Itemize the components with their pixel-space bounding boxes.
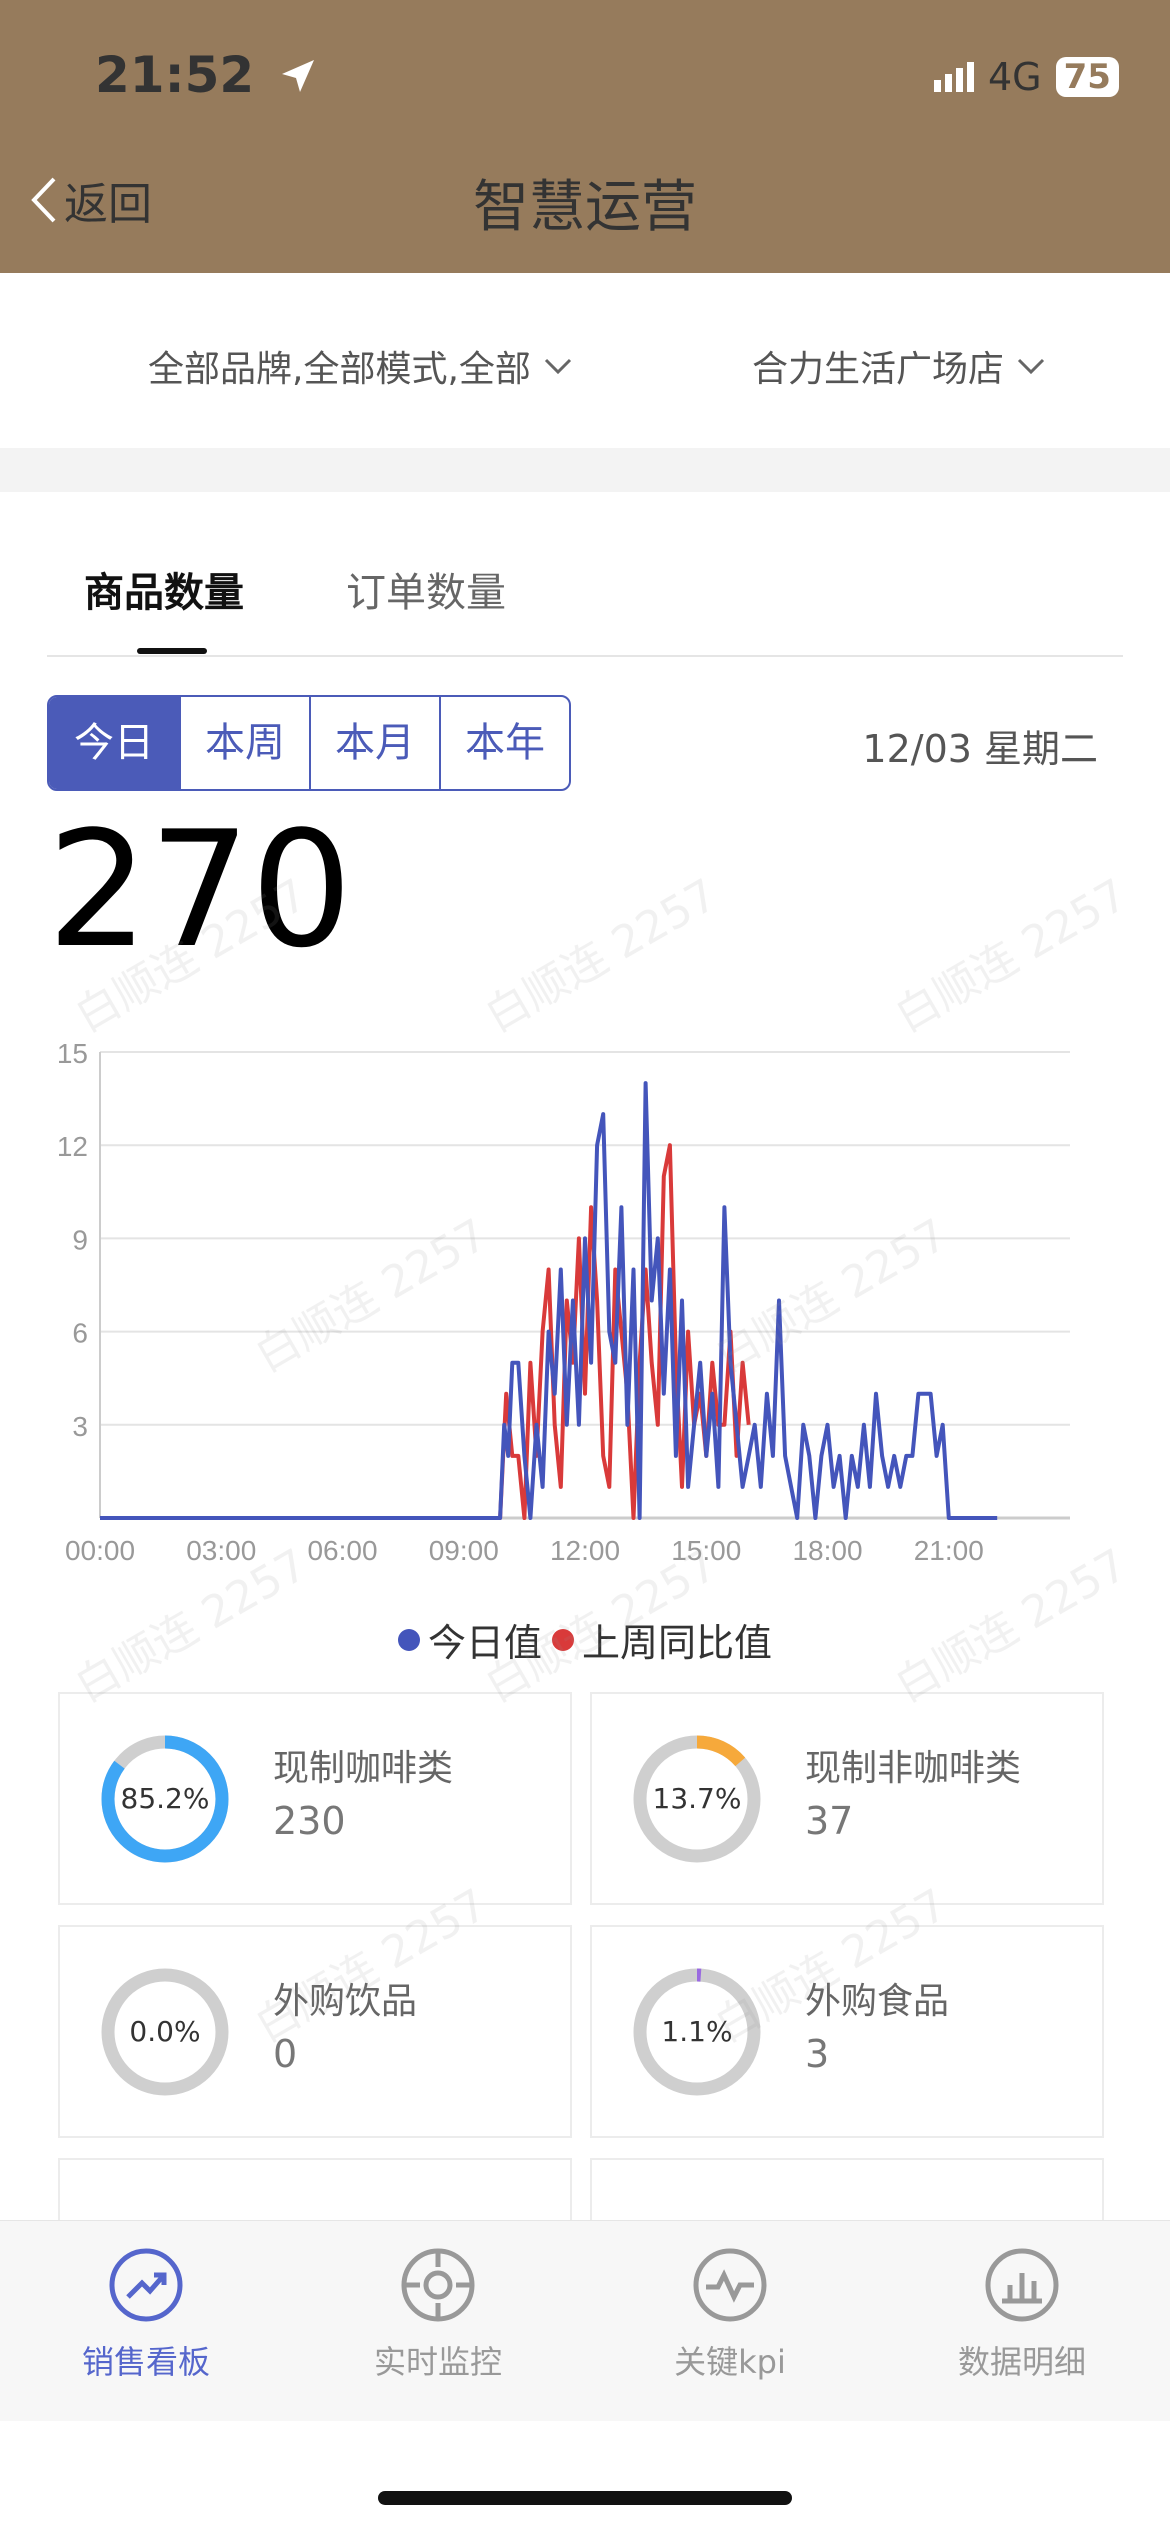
trend-up-icon <box>109 2248 183 2322</box>
back-label: 返回 <box>64 179 152 230</box>
category-count: 230 <box>273 1799 346 1843</box>
period-year[interactable]: 本年 <box>439 697 569 789</box>
tabbar-label: 数据明细 <box>957 2343 1086 2381</box>
filter-bar <box>0 273 1170 448</box>
tabbar-sales-board[interactable]: 销售看板 <box>46 2245 246 2383</box>
store-filter-label: 合力生活广场店 <box>752 349 1005 390</box>
period-month[interactable]: 本月 <box>309 697 439 789</box>
tabbar-data-detail[interactable]: 数据明细 <box>922 2245 1122 2383</box>
page-title: 智慧运营 <box>473 175 697 240</box>
chevron-down-icon <box>544 358 571 375</box>
x-tick-label: 06:00 <box>307 1535 377 1566</box>
category-name: 外购食品 <box>805 1981 950 2022</box>
legend-last-week-dot <box>552 1628 574 1651</box>
chart-legend: 今日值 上周同比值 <box>0 1612 1170 1667</box>
category-percent: 13.7% <box>652 1782 742 1815</box>
donut-ring <box>101 1968 229 2096</box>
x-tick-label: 03:00 <box>186 1535 256 1566</box>
donut-ring <box>633 1968 761 2096</box>
status-time: 21:52 <box>95 46 318 104</box>
x-tick-label: 18:00 <box>792 1535 862 1566</box>
target-icon <box>401 2248 475 2322</box>
total-count: 270 <box>47 796 353 983</box>
line-chart: 15 12 9 6 3 00:00 03:00 06:00 09:00 12:00 15:00 18… <box>57 1038 1070 1566</box>
category-card[interactable]: 1.1% 外购食品 3 <box>590 1925 1104 2138</box>
home-indicator <box>378 2491 792 2505</box>
x-tick-label: 15:00 <box>671 1535 741 1566</box>
active-tab-indicator <box>137 648 207 654</box>
category-card-partial <box>590 2158 1104 2220</box>
tab-divider <box>47 655 1123 657</box>
network-label: 4G <box>988 55 1042 99</box>
back-button[interactable]: 返回 <box>28 168 152 232</box>
donut-track <box>101 1968 229 2096</box>
legend-today-dot <box>397 1628 420 1651</box>
bottom-tab-bar <box>0 2220 1170 2421</box>
tabbar-label: 销售看板 <box>81 2343 210 2381</box>
category-name: 现制非咖啡类 <box>805 1748 1022 1789</box>
category-count: 3 <box>805 2032 830 2076</box>
donut-fill <box>633 1968 761 2096</box>
status-indicators: 4G 75 <box>934 55 1119 99</box>
y-tick-label: 3 <box>72 1411 88 1442</box>
category-count: 37 <box>805 1799 854 1843</box>
chevron-down-icon <box>1017 358 1045 375</box>
donut-ring <box>101 1735 229 1863</box>
donut-fill <box>633 1735 761 1863</box>
category-card[interactable]: 0.0% 外购饮品 0 <box>58 1925 572 2138</box>
category-name: 现制咖啡类 <box>273 1748 454 1789</box>
x-tick-label: 21:00 <box>914 1535 984 1566</box>
category-card-partial <box>58 2158 572 2220</box>
tab-item-count[interactable]: 商品数量 <box>84 570 244 616</box>
period-week[interactable]: 本周 <box>179 697 309 789</box>
category-percent: 0.0% <box>129 2015 201 2048</box>
signal-icon <box>934 62 974 92</box>
battery-icon: 75 <box>1055 57 1119 97</box>
x-tick-label: 00:00 <box>65 1535 135 1566</box>
y-tick-label: 15 <box>57 1038 88 1069</box>
category-percent: 1.1% <box>661 2015 733 2048</box>
series-today-line <box>100 1081 998 1520</box>
app-header <box>0 0 1170 273</box>
location-arrow-icon <box>281 60 314 92</box>
watermark: 白顺连 2257 <box>886 869 1136 1043</box>
tabbar-key-kpi[interactable]: 关键kpi <box>630 2245 830 2383</box>
tabbar-label: 实时监控 <box>373 2343 502 2381</box>
legend-today: 今日值 <box>397 1612 542 1667</box>
period-selector: 今日 本周 本月 本年 <box>47 695 571 791</box>
brand-filter[interactable]: 全部品牌,全部模式,全部 <box>148 340 573 392</box>
date-label: 12/03 星期二 <box>862 727 1098 771</box>
category-percent: 85.2% <box>120 1782 210 1815</box>
donut-ring <box>633 1735 761 1863</box>
category-card[interactable]: 85.2% 现制咖啡类 230 <box>58 1692 572 1905</box>
legend-last-week: 上周同比值 <box>552 1612 772 1667</box>
store-filter[interactable]: 合力生活广场店 <box>752 340 1046 392</box>
chevron-left-icon <box>31 177 56 223</box>
donut-fill <box>101 1735 229 1863</box>
tab-order-count[interactable]: 订单数量 <box>346 570 506 616</box>
section-separator <box>0 448 1170 492</box>
category-card[interactable]: 13.7% 现制非咖啡类 37 <box>590 1692 1104 1905</box>
y-tick-label: 9 <box>72 1224 88 1255</box>
pulse-icon <box>693 2248 767 2322</box>
tabbar-label: 关键kpi <box>674 2343 786 2381</box>
x-tick-label: 09:00 <box>429 1535 499 1566</box>
watermark: 白顺连 2257 <box>476 869 726 1043</box>
category-name: 外购饮品 <box>273 1981 418 2022</box>
period-today[interactable]: 今日 <box>49 697 179 789</box>
y-tick-label: 12 <box>57 1131 88 1162</box>
tabbar-realtime-monitor[interactable]: 实时监控 <box>338 2245 538 2383</box>
x-tick-label: 12:00 <box>550 1535 620 1566</box>
brand-filter-label: 全部品牌,全部模式,全部 <box>148 349 531 390</box>
bar-chart-icon <box>985 2248 1059 2322</box>
y-tick-label: 6 <box>72 1318 88 1349</box>
category-count: 0 <box>273 2032 298 2076</box>
